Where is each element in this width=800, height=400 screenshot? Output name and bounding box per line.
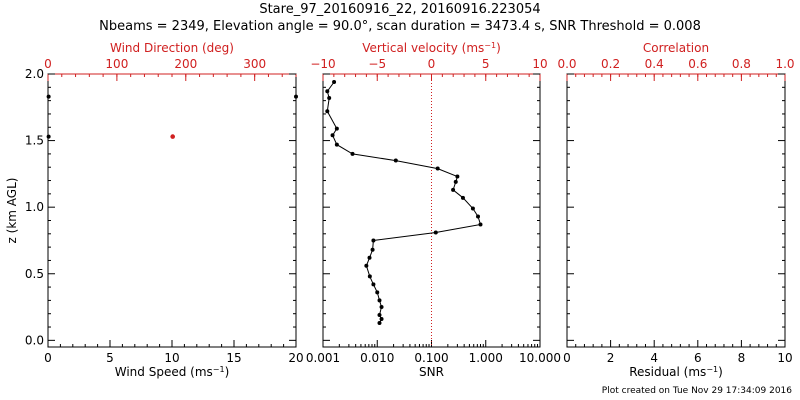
bottom-tick-label: 10 [777,351,792,365]
bottom-tick-label: 0.010 [360,351,394,365]
top-tick-label: 5 [482,57,490,71]
top-tick-label: 0.4 [645,57,664,71]
bottom-axis-label: SNR [419,365,444,379]
snr-profile-point [371,238,376,243]
top-axis-label: Wind Direction (deg) [110,41,234,55]
wind-direction-point [170,134,175,139]
snr-profile-point [332,79,337,84]
bottom-axis-label-text: SNR [419,365,444,379]
y-tick-label: 1.0 [25,200,44,214]
wind-speed-point [46,134,51,139]
y-tick-label: 2.0 [25,67,44,81]
snr-profile-point [325,89,330,94]
snr-profile-point [460,195,465,200]
top-axis-label: Correlation [643,41,709,55]
plot-footer: Plot created on Tue Nov 29 17:34:09 2016 [601,386,792,396]
bottom-tick-label: 10.000 [519,351,561,365]
top-tick-label: 0 [428,57,436,71]
snr-profile-point [379,305,384,310]
snr-profile-point [375,290,380,295]
bottom-tick-label: 5 [106,351,114,365]
bottom-axis-label-sup: −1 [706,365,718,374]
top-axis-label-sup: −1 [484,41,496,50]
top-tick-label: 100 [105,57,128,71]
top-tick-label: 300 [243,57,266,71]
top-tick-label: 0 [44,57,52,71]
snr-profile-point [364,263,369,268]
snr-profile-line [326,81,482,324]
top-tick-label: −10 [310,57,335,71]
top-axis-label-end: ) [496,41,501,55]
bottom-axis-label: Residual (ms−1) [629,365,723,380]
snr-profile-point [433,230,438,235]
snr-profile-point [476,214,481,219]
bottom-tick-label: 8 [738,351,746,365]
y-tick-label: 1.5 [25,134,44,148]
snr-profile-point [371,282,376,287]
snr-profile-point [377,298,382,303]
top-axis-label-text: Correlation [643,41,709,55]
y-axis-label: z (km AGL) [5,178,19,244]
plot-subtitle: Nbeams = 2349, Elevation angle = 90.0°, … [99,19,701,34]
top-axis-label: Vertical velocity (ms−1) [362,41,501,56]
wind-speed-point [294,94,298,99]
snr-profile-point [379,317,384,322]
panel-2-frame [322,73,541,348]
wind-speed-point [46,94,51,99]
top-tick-label: 0.0 [557,57,576,71]
snr-profile-point [478,222,483,227]
bottom-tick-label: 20 [288,351,303,365]
bottom-axis-label: Wind Speed (ms−1) [115,365,230,380]
snr-profile-point [435,166,440,171]
panel-1-frame [47,73,297,348]
bottom-axis-label-text: Wind Speed (ms [115,365,213,379]
bottom-axis-label-end: ) [225,365,230,379]
top-tick-label: 200 [174,57,197,71]
snr-profile-point [455,174,460,179]
snr-profile-point [350,151,355,156]
bottom-tick-label: 2 [607,351,615,365]
snr-profile-point [325,109,330,114]
top-tick-label: 0.6 [688,57,707,71]
snr-profile-point [377,313,382,318]
bottom-axis-label-sup: −1 [213,365,225,374]
snr-profile-point [393,158,398,163]
bottom-tick-label: 1.000 [469,351,503,365]
snr-profile-point [370,247,375,252]
top-tick-label: 10 [532,57,547,71]
top-tick-label: 0.2 [601,57,620,71]
top-axis-label-text: Wind Direction (deg) [110,41,234,55]
bottom-axis-label-text: Residual (ms [629,365,706,379]
snr-profile-point [470,206,475,211]
snr-profile-point [327,95,332,100]
plot-title: Stare_97_20160916_22, 20160916.223054 [259,2,541,17]
bottom-tick-label: 0 [563,351,571,365]
bottom-tick-label: 0 [44,351,52,365]
bottom-tick-label: 15 [226,351,241,365]
bottom-tick-label: 0.100 [414,351,448,365]
bottom-axis-label-end: ) [718,365,723,379]
top-axis-label-text: Vertical velocity (ms [362,41,484,55]
snr-profile-point [453,179,458,184]
bottom-tick-label: 10 [164,351,179,365]
top-tick-label: 1.0 [775,57,794,71]
y-tick-label: 0.5 [25,267,44,281]
snr-profile-point [451,187,456,192]
bottom-tick-label: 0.001 [306,351,340,365]
top-tick-label: 0.8 [732,57,751,71]
snr-profile-point [334,142,339,147]
panel-3-frame [566,73,786,348]
bottom-tick-label: 4 [650,351,658,365]
snr-profile-point [330,133,335,138]
y-tick-label: 0.0 [25,333,44,347]
snr-profile-point [367,274,372,279]
bottom-tick-label: 6 [694,351,702,365]
snr-profile-point [334,126,339,131]
snr-profile-point [377,321,382,326]
snr-profile-point [367,255,372,260]
top-tick-label: −5 [368,57,386,71]
